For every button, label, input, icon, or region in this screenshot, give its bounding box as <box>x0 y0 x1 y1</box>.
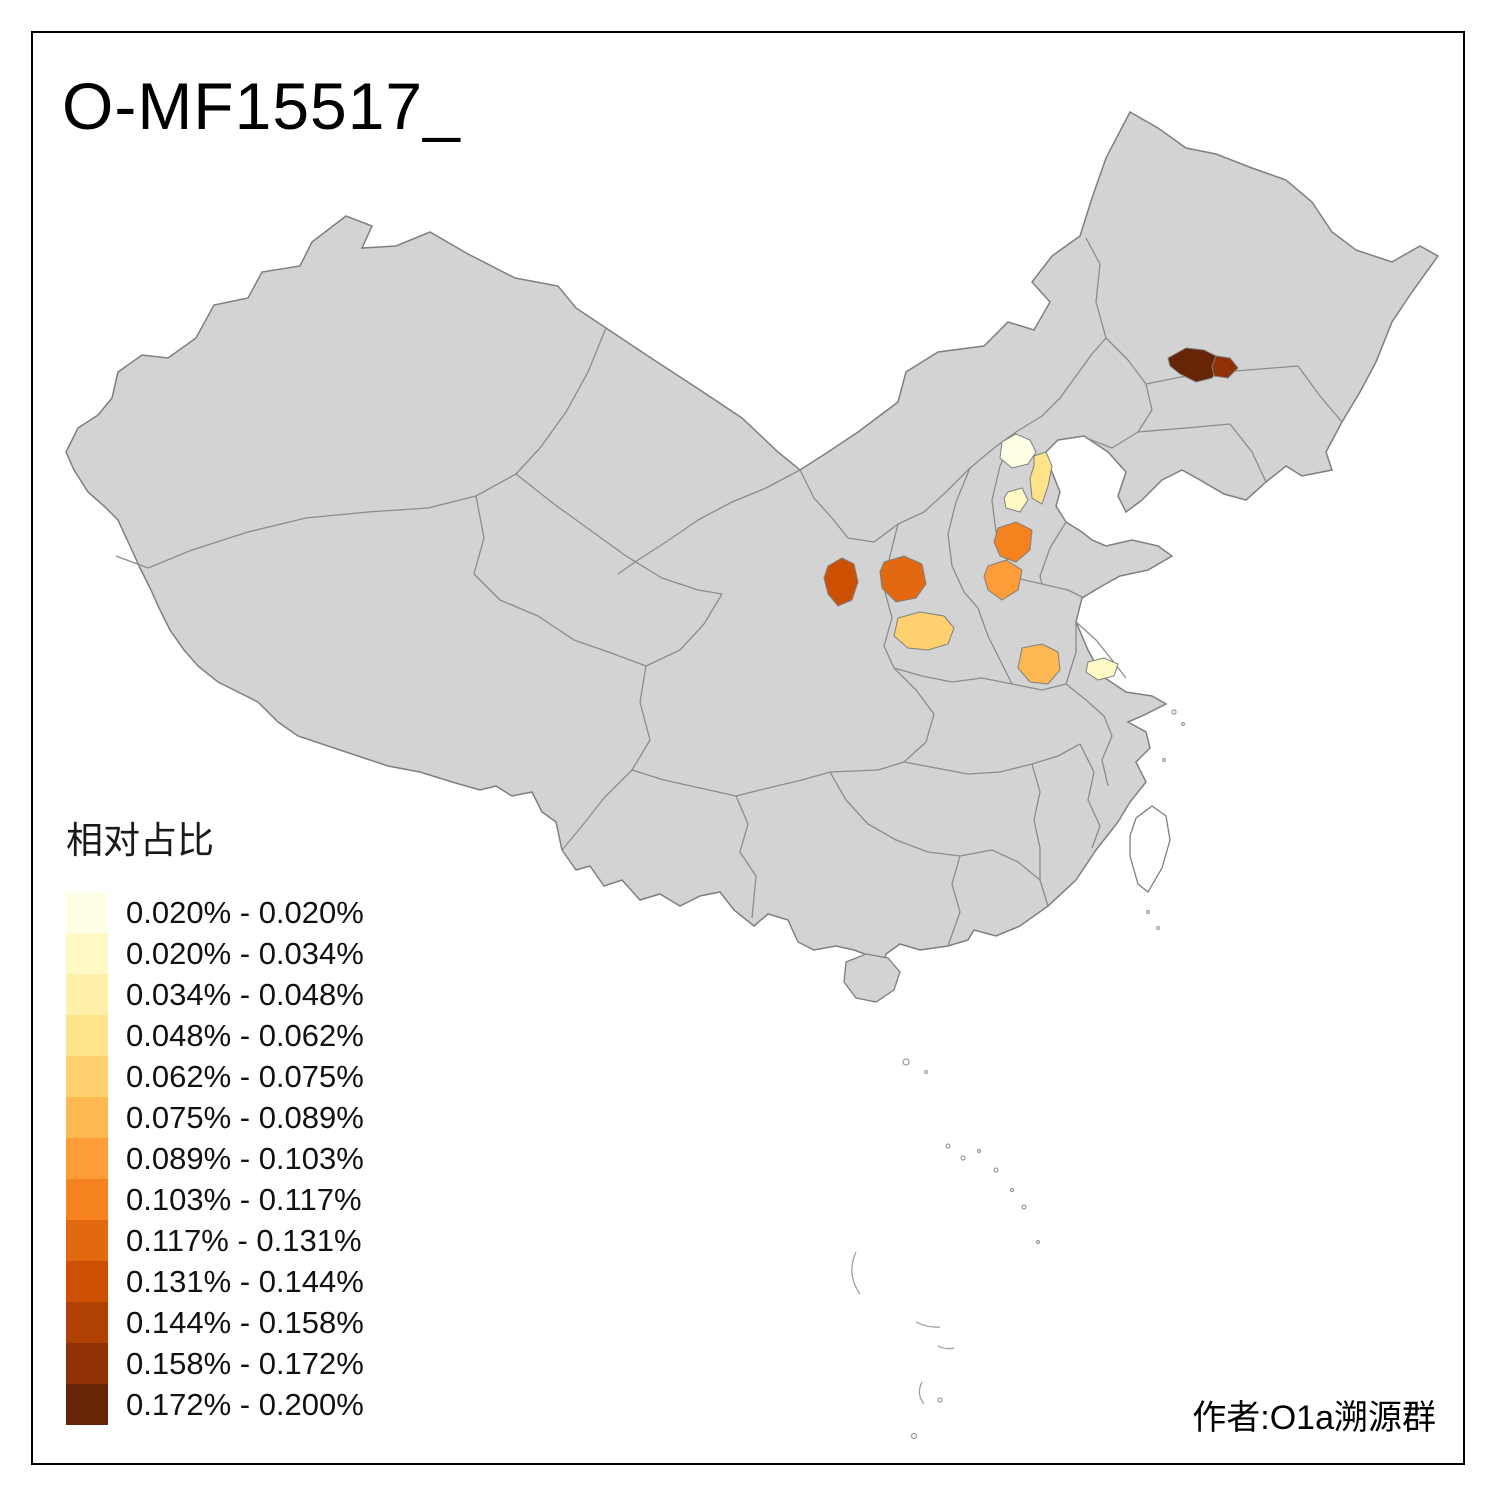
attribution-text: 作者:O1a溯源群 <box>1192 1399 1436 1437</box>
legend-label: 0.172% - 0.200% <box>126 1386 364 1422</box>
legend-row: 0.158% - 0.172% <box>66 1343 364 1384</box>
legend-row: 0.144% - 0.158% <box>66 1302 364 1343</box>
legend-row: 0.034% - 0.048% <box>66 974 364 1015</box>
legend-label: 0.062% - 0.075% <box>126 1058 364 1094</box>
legend-swatch <box>66 1179 108 1220</box>
legend-label: 0.034% - 0.048% <box>126 976 364 1012</box>
legend-row: 0.062% - 0.075% <box>66 1056 364 1097</box>
legend-swatch <box>66 974 108 1015</box>
legend-swatch <box>66 1056 108 1097</box>
highlighted-region <box>993 521 1033 563</box>
page-title: O-MF15517_ <box>62 69 461 143</box>
legend-swatch <box>66 1015 108 1056</box>
legend-row: 0.172% - 0.200% <box>66 1384 364 1425</box>
highlighted-region <box>1017 643 1061 685</box>
legend-row: 0.020% - 0.020% <box>66 892 364 933</box>
legend-label: 0.020% - 0.034% <box>126 935 364 971</box>
legend-row: 0.075% - 0.089% <box>66 1097 364 1138</box>
highlighted-region <box>1085 657 1119 681</box>
legend-label: 0.020% - 0.020% <box>126 894 364 930</box>
legend-rows: 0.020% - 0.020% 0.020% - 0.034% 0.034% - 0… <box>66 892 364 1425</box>
legend-row: 0.131% - 0.144% <box>66 1261 364 1302</box>
legend-swatch <box>66 1302 108 1343</box>
legend-swatch <box>66 1138 108 1179</box>
legend-label: 0.144% - 0.158% <box>126 1304 364 1340</box>
highlighted-region <box>879 555 927 603</box>
highlighted-region <box>823 557 859 607</box>
legend-label: 0.048% - 0.062% <box>126 1017 364 1053</box>
legend-label: 0.075% - 0.089% <box>126 1099 364 1135</box>
highlighted-region <box>1003 487 1029 513</box>
highlighted-regions <box>823 347 1239 685</box>
highlighted-region <box>893 611 955 651</box>
legend-row: 0.048% - 0.062% <box>66 1015 364 1056</box>
taiwan-island <box>1129 805 1171 893</box>
legend-swatch <box>66 1220 108 1261</box>
highlighted-region <box>1211 355 1239 379</box>
legend-swatch <box>66 1384 108 1425</box>
hainan-island <box>843 953 901 1003</box>
legend-row: 0.020% - 0.034% <box>66 933 364 974</box>
legend-label: 0.158% - 0.172% <box>126 1345 364 1381</box>
china-mainland <box>65 110 1440 979</box>
legend-label: 0.089% - 0.103% <box>126 1140 364 1176</box>
legend-label: 0.131% - 0.144% <box>126 1263 364 1299</box>
south-china-sea-islands <box>851 709 1186 1440</box>
legend-swatch <box>66 933 108 974</box>
legend-title: 相对占比 <box>66 820 214 861</box>
legend-swatch <box>66 1343 108 1384</box>
legend-label: 0.117% - 0.131% <box>126 1222 362 1258</box>
highlighted-region <box>983 559 1023 601</box>
highlighted-region <box>1029 451 1053 505</box>
legend: 相对占比 0.020% - 0.020% 0.020% - 0.034% 0.034… <box>66 810 364 1425</box>
legend-swatch <box>66 1097 108 1138</box>
highlighted-region <box>999 433 1037 469</box>
legend-row: 0.089% - 0.103% <box>66 1138 364 1179</box>
legend-row: 0.117% - 0.131% <box>66 1220 364 1261</box>
legend-swatch <box>66 892 108 933</box>
legend-row: 0.103% - 0.117% <box>66 1179 364 1220</box>
legend-swatch <box>66 1261 108 1302</box>
legend-label: 0.103% - 0.117% <box>126 1181 362 1217</box>
